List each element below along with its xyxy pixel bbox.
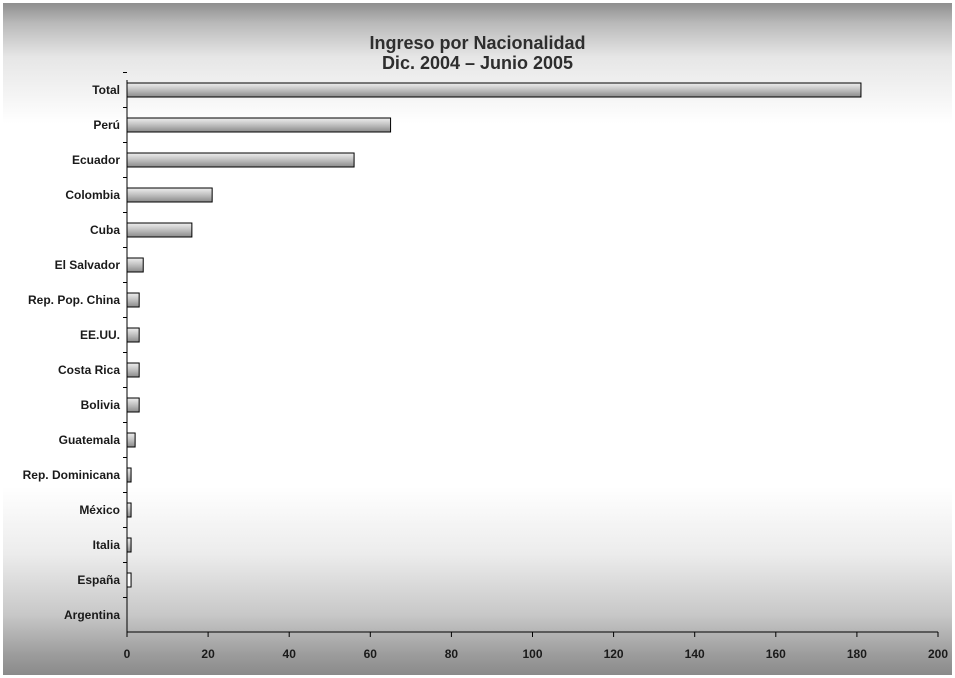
bar-6 bbox=[126, 292, 140, 308]
bar-12 bbox=[126, 502, 132, 518]
x-axis-ticks: 0 20 40 60 80 100 120 140 160 180 200 bbox=[124, 632, 948, 661]
chart-background bbox=[3, 3, 952, 675]
bar-2 bbox=[126, 152, 355, 168]
chart-title: Ingreso por Nacionalidad bbox=[369, 33, 586, 53]
category-label: Italia bbox=[93, 538, 121, 552]
bar-13 bbox=[126, 537, 132, 553]
category-label: Guatemala bbox=[59, 433, 121, 447]
category-label: España bbox=[77, 573, 120, 587]
x-tick-label: 80 bbox=[445, 647, 459, 661]
bars-group bbox=[126, 82, 862, 588]
x-tick-label: 200 bbox=[928, 647, 948, 661]
category-label: Ecuador bbox=[72, 153, 120, 167]
bar-9 bbox=[126, 397, 140, 413]
x-tick-label: 0 bbox=[124, 647, 131, 661]
category-label: Costa Rica bbox=[58, 363, 120, 377]
category-label: Total bbox=[92, 83, 120, 97]
bar-1 bbox=[126, 117, 392, 133]
bar-10 bbox=[126, 432, 136, 448]
x-tick-label: 180 bbox=[847, 647, 867, 661]
category-label: Cuba bbox=[90, 223, 120, 237]
x-tick-label: 40 bbox=[283, 647, 297, 661]
bar-14 bbox=[126, 572, 132, 588]
bar-5 bbox=[126, 257, 144, 273]
category-label: México bbox=[79, 503, 120, 517]
category-label: Rep. Pop. China bbox=[28, 293, 120, 307]
category-label: El Salvador bbox=[55, 258, 121, 272]
bar-11 bbox=[126, 467, 132, 483]
bar-4 bbox=[126, 222, 193, 238]
x-tick-label: 140 bbox=[685, 647, 705, 661]
bar-8 bbox=[126, 362, 140, 378]
bar-0 bbox=[126, 82, 862, 98]
category-label: Argentina bbox=[64, 608, 120, 622]
x-tick-label: 160 bbox=[766, 647, 786, 661]
x-tick-label: 100 bbox=[522, 647, 542, 661]
category-label: Bolivia bbox=[81, 398, 121, 412]
chart-subtitle: Dic. 2004 – Junio 2005 bbox=[381, 53, 574, 73]
bar-7 bbox=[126, 327, 140, 343]
bar-3 bbox=[126, 187, 213, 203]
x-tick-label: 20 bbox=[201, 647, 215, 661]
x-tick-label: 120 bbox=[604, 647, 624, 661]
category-label: Rep. Dominicana bbox=[23, 468, 121, 482]
category-label: EE.UU. bbox=[80, 328, 120, 342]
category-label: Perú bbox=[93, 118, 120, 132]
category-label: Colombia bbox=[65, 188, 120, 202]
category-labels: Total Perú Ecuador Colombia Cuba El Salvador R… bbox=[23, 83, 121, 622]
x-tick-label: 60 bbox=[364, 647, 378, 661]
